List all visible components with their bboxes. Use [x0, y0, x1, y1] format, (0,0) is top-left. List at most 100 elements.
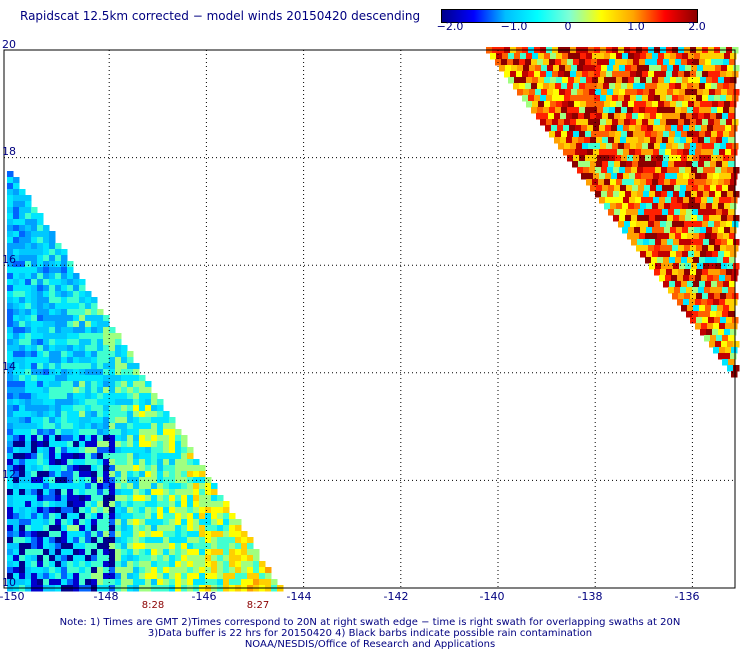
swath-cell [581, 149, 588, 156]
swath-cell [103, 489, 110, 496]
swath-cell [690, 221, 697, 228]
swath-cell [73, 303, 80, 310]
swath-cell [115, 555, 122, 562]
swath-cell [669, 155, 676, 162]
swath-cell [85, 333, 92, 340]
swath-cell [169, 549, 176, 556]
swath-cell [659, 197, 666, 204]
swath-cell [139, 579, 146, 586]
swath-cell [61, 327, 68, 334]
swath-cell [67, 507, 74, 514]
swath-cell [13, 465, 20, 472]
swath-cell [568, 53, 575, 60]
swath-cell [31, 375, 38, 382]
swath-cell [103, 471, 110, 478]
swath-cell [583, 167, 590, 174]
swath-cell [79, 279, 86, 286]
swath-cell [557, 125, 564, 132]
swath-cell [55, 525, 62, 532]
swath-cell [31, 381, 38, 388]
swath-cell [13, 195, 20, 202]
swath-cell [625, 215, 632, 222]
swath-cell [19, 411, 26, 418]
swath-cell [676, 203, 683, 210]
swath-cell [585, 59, 592, 66]
swath-cell [681, 281, 688, 288]
swath-cell [139, 375, 146, 382]
swath-cell [686, 185, 693, 192]
swath-cell [608, 209, 615, 216]
swath-cell [67, 549, 74, 556]
swath-cell [67, 471, 74, 478]
swath-cell [543, 107, 550, 114]
swath-cell [537, 107, 544, 114]
swath-cell [73, 435, 80, 442]
swath-cell [61, 447, 68, 454]
swath-cell [37, 417, 44, 424]
swath-cell [91, 357, 98, 364]
swath-cell [91, 465, 98, 472]
swath-cell [109, 465, 116, 472]
swath-cell [567, 83, 574, 90]
swath-cell [67, 477, 74, 484]
swath-cell [181, 435, 188, 442]
swath-cell [662, 137, 669, 144]
swath-cell [620, 137, 627, 144]
swath-cell [253, 579, 260, 586]
swath-cell [133, 399, 140, 406]
swath-cell [602, 185, 609, 192]
swath-cell [151, 567, 158, 574]
swath-cell [657, 233, 664, 240]
swath-cell [13, 249, 20, 256]
swath-cell [79, 471, 86, 478]
swath-cell [19, 285, 26, 292]
swath-cell [151, 459, 158, 466]
swath-cell [720, 317, 727, 324]
swath-cell [712, 179, 719, 186]
swath-cell [55, 471, 62, 478]
swath-cell [157, 483, 164, 490]
swath-cell [181, 465, 188, 472]
swath-cell [31, 369, 38, 376]
swath-cell [663, 83, 670, 90]
swath-cell [708, 269, 715, 276]
swath-cell [625, 65, 632, 72]
swath-cell [720, 293, 727, 300]
swath-cell [586, 77, 593, 84]
swath-cell [67, 333, 74, 340]
swath-cell [619, 215, 626, 222]
swath-cell [13, 213, 20, 220]
swath-cell [73, 501, 80, 508]
swath-cell [25, 573, 32, 580]
swath-cell [79, 489, 86, 496]
swath-cell [121, 453, 128, 460]
swath-cell [145, 513, 152, 520]
swath-cell [681, 233, 688, 240]
swath-cell [719, 197, 726, 204]
swath-cell [199, 561, 206, 568]
swath-cell [667, 89, 674, 96]
swath-cell [169, 567, 176, 574]
swath-cell [157, 429, 164, 436]
swath-cell [709, 341, 716, 348]
swath-cell [722, 113, 729, 120]
swath-cell [151, 411, 158, 418]
swath-cell [139, 519, 146, 526]
swath-cell [109, 519, 116, 526]
swath-cell [127, 513, 134, 520]
swath-cell [608, 161, 615, 168]
swath-cell [85, 495, 92, 502]
swath-cell [31, 489, 38, 496]
swath-cell [61, 465, 68, 472]
swath-cell [13, 201, 20, 208]
swath-cell [19, 189, 26, 196]
swath-cell [49, 327, 56, 334]
swath-cell [13, 291, 20, 298]
swath-cell [217, 567, 224, 574]
swath-cell [67, 429, 74, 436]
swath-cell [25, 429, 32, 436]
swath-cell [115, 567, 122, 574]
swath-cell [596, 161, 603, 168]
swath-cell [590, 161, 597, 168]
swath-cell [19, 213, 26, 220]
